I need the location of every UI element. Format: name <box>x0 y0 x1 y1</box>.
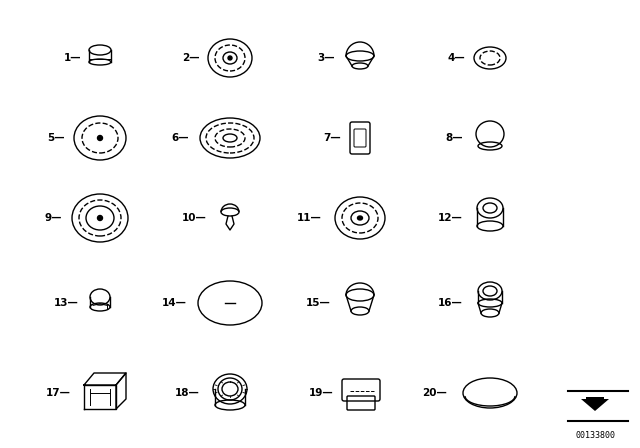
Text: 00133800: 00133800 <box>575 431 615 440</box>
Text: 18—: 18— <box>175 388 200 398</box>
Ellipse shape <box>97 135 102 141</box>
FancyArrow shape <box>581 397 609 411</box>
Text: 6—: 6— <box>172 133 189 143</box>
Text: 15—: 15— <box>307 298 331 308</box>
Text: 13—: 13— <box>54 298 79 308</box>
Text: 11—: 11— <box>297 213 322 223</box>
Text: 19—: 19— <box>308 388 333 398</box>
Text: 17—: 17— <box>46 388 71 398</box>
Text: 7—: 7— <box>323 133 341 143</box>
Text: 4—: 4— <box>447 53 465 63</box>
Ellipse shape <box>358 216 362 220</box>
Text: 9—: 9— <box>45 213 62 223</box>
Text: 10—: 10— <box>182 213 207 223</box>
Text: 3—: 3— <box>317 53 335 63</box>
Text: 1—: 1— <box>63 53 81 63</box>
Ellipse shape <box>97 215 102 220</box>
Text: 16—: 16— <box>438 298 463 308</box>
Text: 20—: 20— <box>422 388 447 398</box>
Text: 8—: 8— <box>445 133 463 143</box>
Text: 12—: 12— <box>438 213 463 223</box>
Text: 14—: 14— <box>162 298 187 308</box>
Ellipse shape <box>228 56 232 60</box>
Text: 5—: 5— <box>47 133 65 143</box>
Text: 2—: 2— <box>182 53 200 63</box>
